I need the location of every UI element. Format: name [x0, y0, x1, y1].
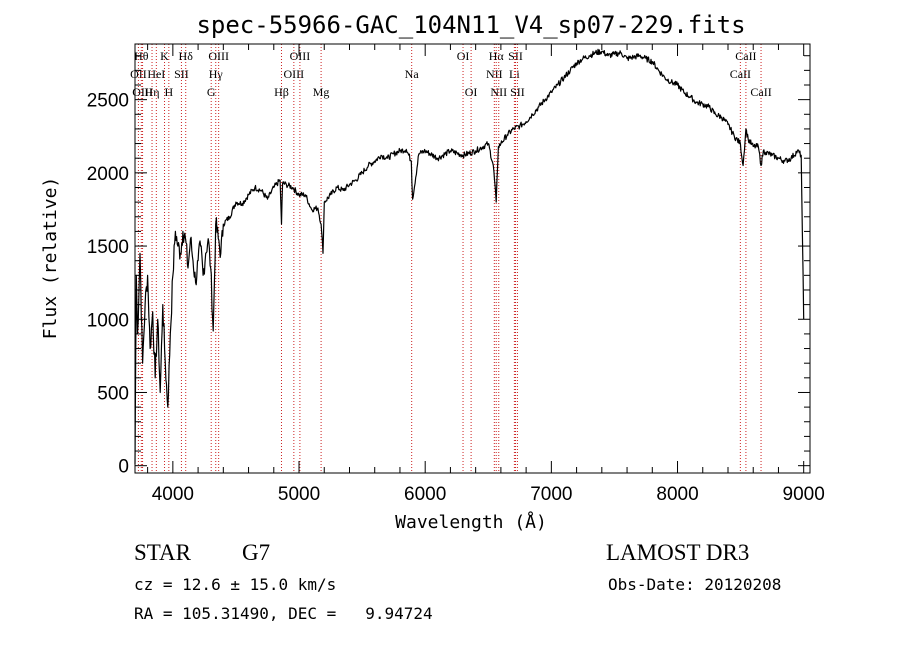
y-tick-label: 0	[118, 457, 129, 478]
line-label-6: H	[164, 85, 173, 99]
x-tick-label: 5000	[278, 484, 320, 505]
plot-frame	[134, 43, 811, 474]
line-label-27: CaII	[750, 85, 771, 99]
line-label-4: HeI	[147, 67, 165, 81]
line-label-9: G	[207, 85, 216, 99]
observation-date: Obs-Date: 20120208	[608, 575, 782, 594]
line-label-5: K	[160, 49, 169, 63]
line-label-13: OIII	[284, 67, 305, 81]
sky-coordinates: RA = 105.31490, DEC = 9.94724	[134, 604, 433, 623]
line-label-18: OI	[465, 85, 478, 99]
line-label-19: NII	[486, 67, 503, 81]
line-label-26: CaII	[735, 49, 756, 63]
line-label-16: Na	[405, 67, 420, 81]
line-label-0: OII	[130, 67, 147, 81]
line-label-2: OIII	[132, 85, 153, 99]
line-label-14: OIII	[290, 49, 311, 63]
x-axis-label: Wavelength (Å)	[395, 511, 547, 533]
redshift-velocity: cz = 12.6 ± 15.0 km/s	[134, 575, 337, 594]
line-label-12: Hβ	[274, 85, 289, 99]
spectrum-series	[134, 48, 805, 465]
x-tick-label: 6000	[404, 484, 446, 505]
object-type: STAR	[134, 540, 191, 565]
line-label-11: OIII	[208, 49, 229, 63]
y-axis-label: Flux (relative)	[40, 177, 61, 340]
line-label-23: SII	[508, 49, 523, 63]
axis-ticks: 4000 5000 6000 7000 8000 9000 0 500 1000 1500 2000…	[87, 44, 825, 505]
survey-name: LAMOST DR3	[606, 540, 750, 565]
line-label-25: CaII	[730, 67, 751, 81]
y-tick-label: 2000	[87, 164, 129, 185]
x-tick-label: 8000	[656, 484, 698, 505]
spectral-line-markers: OIIHθOIIIHηHeIKHSIIHδGHγOIIIHβOIIIOIIIMg…	[130, 44, 772, 473]
y-tick-label: 1000	[87, 310, 129, 331]
object-subclass: G7	[242, 540, 271, 565]
line-label-10: Hγ	[209, 67, 224, 81]
line-label-1: Hθ	[134, 49, 149, 63]
line-label-24: SII	[510, 85, 525, 99]
chart-title: spec-55966-GAC_104N11_V4_sp07-229.fits	[196, 11, 745, 39]
line-label-21: NII	[490, 85, 507, 99]
line-label-15: Mg	[313, 85, 330, 99]
x-tick-label: 9000	[783, 484, 825, 505]
x-tick-label: 7000	[530, 484, 572, 505]
line-label-20: Hα	[489, 49, 505, 63]
line-label-3: Hη	[145, 85, 160, 99]
y-tick-label: 1500	[87, 237, 129, 258]
line-label-8: Hδ	[179, 49, 194, 63]
line-label-7: SII	[174, 67, 189, 81]
line-label-22: Li	[509, 67, 520, 81]
x-tick-label: 4000	[152, 484, 194, 505]
y-tick-label: 2500	[87, 91, 129, 112]
y-tick-label: 500	[97, 383, 129, 404]
line-label-17: OI	[457, 49, 470, 63]
